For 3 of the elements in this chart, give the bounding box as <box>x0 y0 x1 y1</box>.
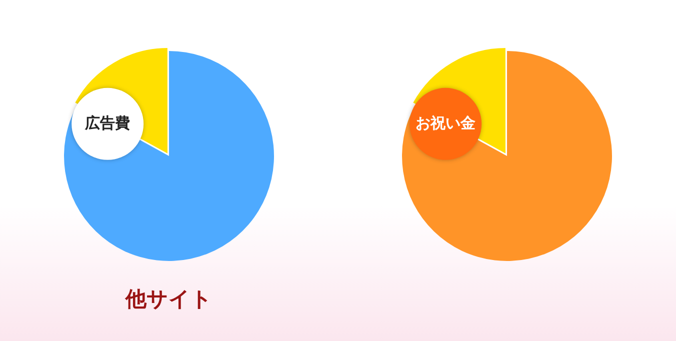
slice-label: 広告費 <box>84 114 130 132</box>
slice-label: お祝い金 <box>416 114 476 132</box>
text: 他サイト <box>124 286 214 313</box>
